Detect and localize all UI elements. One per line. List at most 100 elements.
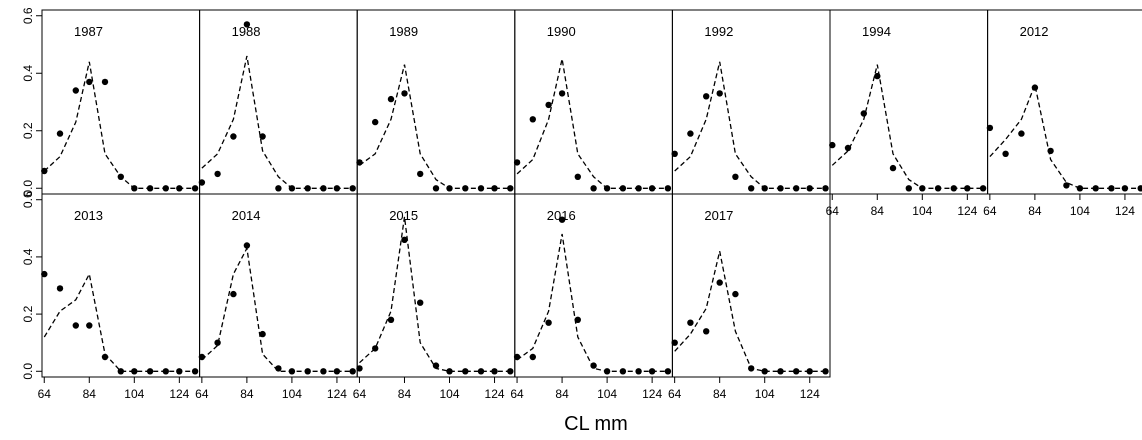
observed-point (417, 171, 423, 177)
observed-point (687, 320, 693, 326)
panel-2015: 2015 (356, 194, 515, 377)
panel-year-label: 2012 (1020, 24, 1049, 39)
observed-point (777, 185, 783, 191)
panel-frame (672, 10, 830, 194)
observed-point (334, 185, 340, 191)
x-tick-label: 124 (327, 387, 347, 401)
observed-point (777, 368, 783, 374)
observed-point (199, 354, 205, 360)
x-tick-label: 104 (597, 387, 617, 401)
observed-point (131, 185, 137, 191)
observed-point (176, 368, 182, 374)
panel-1988: 1988 (199, 10, 358, 194)
x-tick-label: 104 (912, 204, 932, 218)
fitted-line (517, 234, 668, 371)
observed-point (672, 340, 678, 346)
x-tick-label: 84 (713, 387, 727, 401)
panel-year-label: 1990 (547, 24, 576, 39)
y-tick-label: 0.2 (21, 122, 35, 139)
observed-point (102, 79, 108, 85)
observed-point (192, 185, 198, 191)
observed-point (305, 368, 311, 374)
observed-point (514, 159, 520, 165)
x-tick-label: 64 (826, 204, 840, 218)
observed-point (401, 237, 407, 243)
observed-point (446, 368, 452, 374)
observed-point (433, 362, 439, 368)
observed-point (305, 185, 311, 191)
observed-point (372, 119, 378, 125)
y-tick-label: 0.6 (21, 7, 35, 24)
x-tick-label: 84 (83, 387, 97, 401)
observed-point (732, 174, 738, 180)
observed-point (672, 151, 678, 157)
panel-year-label: 2014 (232, 208, 261, 223)
observed-point (275, 185, 281, 191)
panel-2012: 2012 (987, 10, 1142, 194)
fitted-line (202, 56, 353, 188)
observed-point (575, 174, 581, 180)
observed-point (41, 271, 47, 277)
observed-point (635, 368, 641, 374)
observed-point (491, 185, 497, 191)
observed-point (1093, 185, 1099, 191)
observed-point (545, 320, 551, 326)
observed-point (147, 185, 153, 191)
observed-point (822, 185, 828, 191)
x-tick-label: 64 (668, 387, 682, 401)
fitted-line (675, 251, 826, 371)
fitted-line (44, 62, 195, 189)
panel-1990: 1990 (514, 10, 673, 194)
observed-point (244, 21, 250, 27)
observed-point (192, 368, 198, 374)
observed-point (620, 368, 626, 374)
x-tick-label: 124 (957, 204, 977, 218)
x-tick-label: 124 (485, 387, 505, 401)
y-tick-label: 0.4 (21, 248, 35, 265)
observed-point (433, 185, 439, 191)
fitted-line (517, 59, 668, 188)
panel-frame (42, 10, 200, 194)
observed-point (163, 185, 169, 191)
observed-point (793, 185, 799, 191)
fitted-line (202, 248, 353, 371)
observed-point (388, 317, 394, 323)
observed-point (41, 168, 47, 174)
x-tick-label: 124 (1115, 204, 1135, 218)
observed-point (73, 322, 79, 328)
observed-point (530, 354, 536, 360)
panel-1987: 1987 (41, 10, 200, 194)
panel-frame (42, 194, 200, 377)
observed-point (620, 185, 626, 191)
observed-point (1032, 84, 1038, 90)
observed-point (57, 285, 63, 291)
observed-point (845, 145, 851, 151)
x-tick-label: 64 (510, 387, 524, 401)
observed-point (259, 331, 265, 337)
x-tick-label: 104 (282, 387, 302, 401)
observed-point (320, 368, 326, 374)
observed-point (214, 340, 220, 346)
observed-point (462, 185, 468, 191)
fitted-line (675, 62, 826, 189)
observed-point (980, 185, 986, 191)
panel-frame (988, 10, 1142, 194)
x-tick-label: 84 (398, 387, 412, 401)
panel-frame (357, 194, 515, 377)
observed-point (890, 165, 896, 171)
observed-point (350, 368, 356, 374)
panel-year-label: 2013 (74, 208, 103, 223)
panel-2017: 2017 (672, 194, 831, 377)
observed-point (807, 185, 813, 191)
panel-frame (357, 10, 515, 194)
panel-frame (200, 10, 358, 194)
observed-point (793, 368, 799, 374)
x-tick-label: 124 (800, 387, 820, 401)
panel-year-label: 1987 (74, 24, 103, 39)
observed-point (687, 130, 693, 136)
observed-point (919, 185, 925, 191)
panel-year-label: 1989 (389, 24, 418, 39)
observed-point (703, 328, 709, 334)
observed-point (388, 96, 394, 102)
observed-point (1122, 185, 1128, 191)
